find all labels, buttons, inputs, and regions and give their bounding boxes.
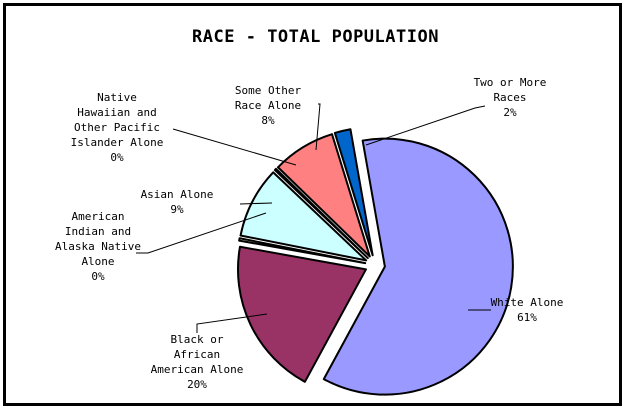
slice-percent-4: 0% — [110, 151, 124, 164]
slice-label-line: Other Pacific — [74, 121, 160, 134]
pie-slice-0 — [322, 137, 514, 396]
slice-label-line: American — [72, 210, 125, 223]
leader-line-5 — [315, 103, 321, 151]
leader-line-3 — [239, 202, 273, 205]
slice-label-line: Asian Alone — [141, 188, 214, 201]
leader-line-2 — [136, 212, 267, 254]
pie-slice-2 — [238, 237, 367, 265]
pie-slices — [237, 128, 514, 396]
slice-percent-3: 9% — [170, 203, 184, 216]
slice-label-line: Islander Alone — [71, 136, 164, 149]
leader-line-6 — [365, 105, 486, 146]
slice-label-4: Native Hawaiian and Other Pacific Islander … — [71, 91, 164, 164]
slice-label-line: Race Alone — [235, 99, 301, 112]
slice-percent-0: 61% — [517, 311, 537, 324]
slice-label-line: Some Other — [235, 84, 302, 97]
slice-label-line: Native — [97, 91, 137, 104]
slice-label-line: Black or — [171, 333, 224, 346]
pie-slice-3 — [239, 171, 368, 262]
slice-label-5: Some Other Race Alone 8% — [235, 84, 302, 127]
slice-label-line: Alaska Native — [55, 240, 141, 253]
slice-percent-6: 2% — [503, 106, 517, 119]
slice-label-line: Alone — [81, 255, 114, 268]
slice-label-3: Asian Alone 9% — [141, 188, 214, 216]
chart-title: RACE - TOTAL POPULATION — [192, 27, 439, 47]
slice-label-2: American Indian and Alaska Native Alone 0% — [55, 210, 141, 283]
slice-label-6: Two or More Races 2% — [474, 76, 547, 119]
leader-lines — [136, 103, 491, 333]
pie-slice-6 — [333, 128, 374, 257]
slice-percent-2: 0% — [91, 270, 105, 283]
slice-label-line: American Alone — [151, 363, 244, 376]
slice-label-line: White Alone — [491, 296, 564, 309]
slice-label-0: White Alone 61% — [491, 296, 564, 324]
slice-label-line: African — [174, 348, 220, 361]
slice-label-line: Two or More — [474, 76, 547, 89]
slice-label-line: Hawaiian and — [77, 106, 156, 119]
slice-labels: White Alone 61% Black or African American Al… — [55, 76, 563, 391]
slice-label-line: Indian and — [65, 225, 131, 238]
pie-slice-1 — [237, 245, 367, 383]
pie-slice-5 — [276, 133, 371, 258]
leader-line-1 — [196, 313, 268, 333]
slice-percent-1: 20% — [187, 378, 207, 391]
pie-slice-4 — [273, 167, 369, 260]
slice-label-1: Black or African American Alone 20% — [151, 333, 244, 391]
slice-label-line: Races — [493, 91, 526, 104]
leader-line-4 — [172, 128, 297, 166]
slice-percent-5: 8% — [261, 114, 275, 127]
